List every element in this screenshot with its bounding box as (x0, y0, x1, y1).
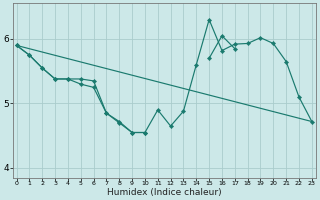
X-axis label: Humidex (Indice chaleur): Humidex (Indice chaleur) (107, 188, 221, 197)
